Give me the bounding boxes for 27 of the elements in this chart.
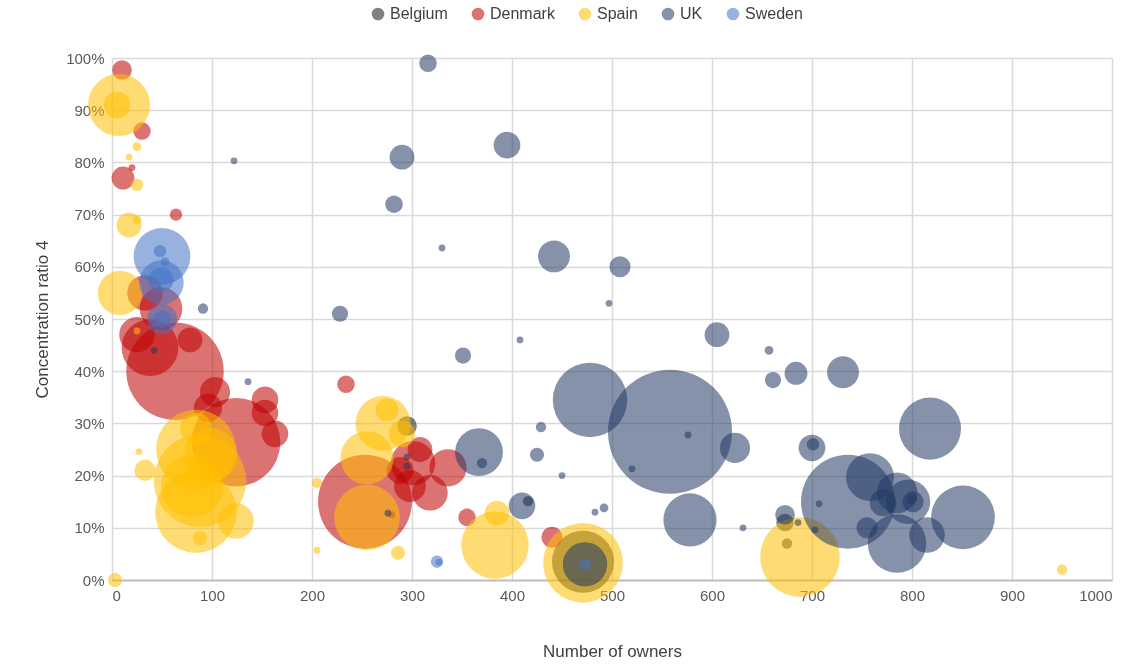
x-tick-label: 300 <box>399 586 426 604</box>
x-axis-title: Number of owners <box>543 641 682 661</box>
y-tick-label: 60% <box>74 258 105 276</box>
y-tick-label: 100% <box>66 49 105 67</box>
y-tick-label: 40% <box>74 362 105 380</box>
x-tick-label: 100 <box>199 586 226 604</box>
y-tick-label: 10% <box>74 519 105 537</box>
legend-label: Sweden <box>745 5 803 22</box>
x-tick-label: 600 <box>699 586 726 604</box>
legend-label: Spain <box>597 5 638 22</box>
x-tick-label: 200 <box>299 586 326 604</box>
y-tick-label: 70% <box>74 206 105 224</box>
legend-label: Belgium <box>390 5 448 22</box>
x-tick-label: 400 <box>499 586 526 604</box>
legend-label: Denmark <box>490 5 556 22</box>
y-tick-label: 80% <box>74 153 105 171</box>
legend-label: UK <box>680 5 703 22</box>
x-tick-label: 800 <box>899 586 926 604</box>
y-tick-label: 0% <box>82 571 105 589</box>
y-tick-label: 20% <box>74 467 105 485</box>
y-tick-label: 30% <box>74 414 105 432</box>
x-tick-label: 1000 <box>1079 586 1113 604</box>
x-tick-label: 0 <box>112 586 121 604</box>
x-tick-label: 500 <box>599 586 626 604</box>
y-axis-title: Concentration ratio 4 <box>33 240 53 399</box>
x-tick-label: 900 <box>999 586 1026 604</box>
y-tick-label: 50% <box>74 310 105 328</box>
